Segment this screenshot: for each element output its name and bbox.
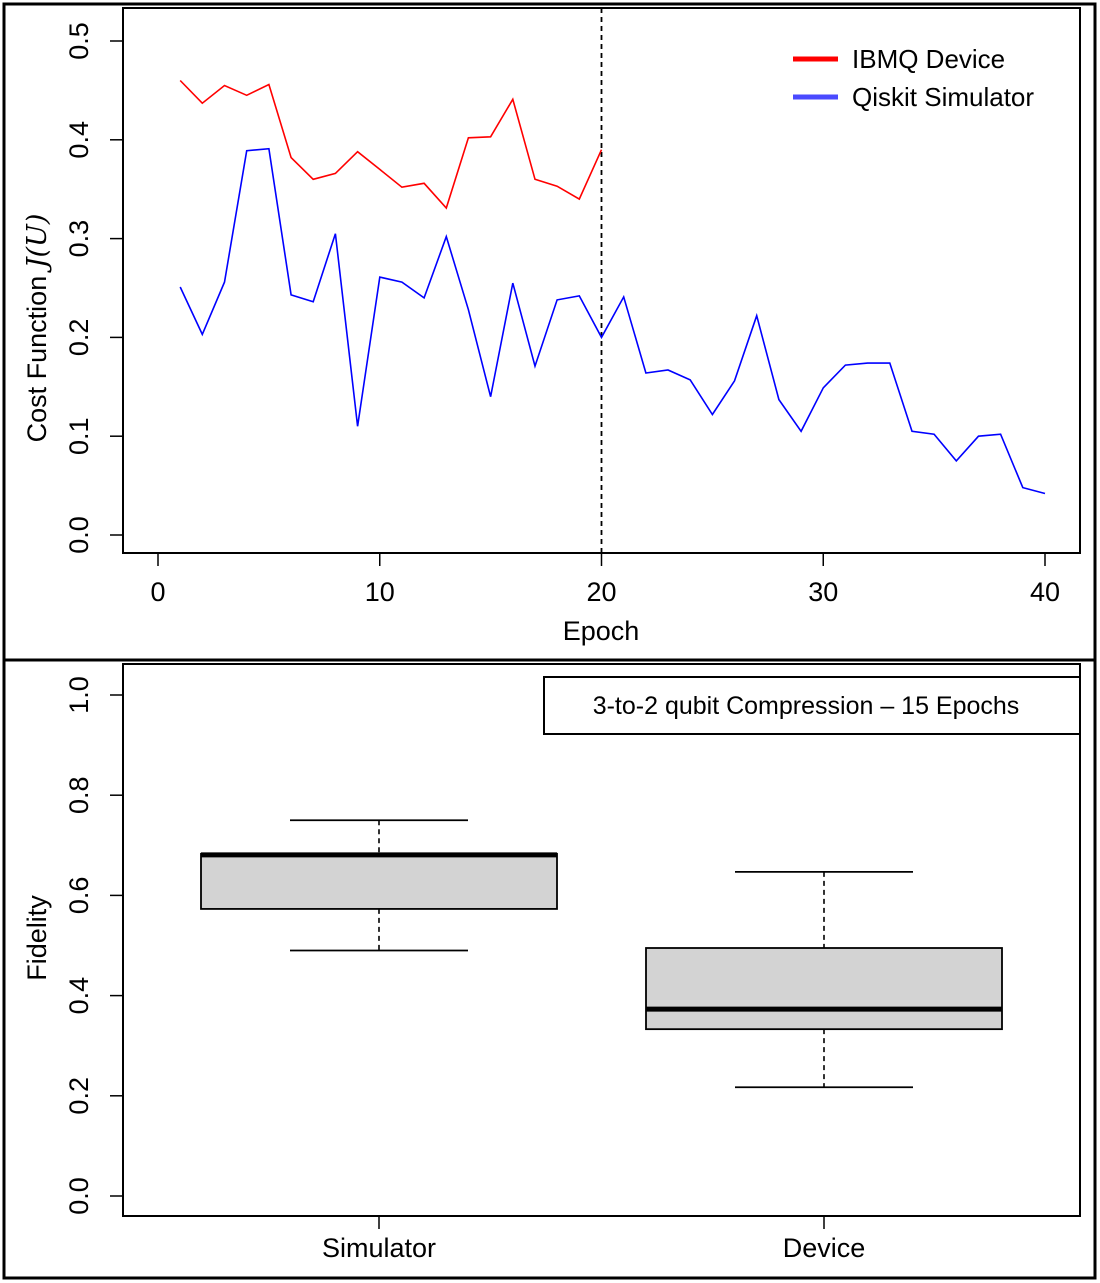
box-y-tick-label: 0.0 [64,1177,94,1215]
box-iqr [645,947,1003,1031]
line-y-tick-label: 0.4 [64,121,94,159]
box-y-axis-title: Fidelity [22,895,52,981]
box-simulator [200,819,558,952]
line-x-tick-label: 40 [1030,577,1060,607]
line-y-axis-title-prefix: Cost Function [22,268,52,442]
box-x-tick-label: Simulator [322,1233,436,1263]
line-chart: 0 10 20 30 40 0.0 0.1 0.2 0.3 0.4 0.5 Epoch Cost F… [22,7,1081,646]
line-y-tick-label: 0.0 [64,516,94,554]
box-x-tick-label: Device [783,1233,866,1263]
box-iqr [200,852,558,910]
line-y-tick-label: 0.2 [64,319,94,357]
box-y-tick-label: 0.6 [64,877,94,915]
box-chart: 0.0 0.2 0.4 0.6 0.8 1.0 Simulator Device Fideli… [22,663,1081,1263]
line-series-ibmq [179,79,603,210]
legend-label-ibmq: IBMQ Device [852,44,1005,74]
box-plot-area [122,663,1081,1217]
line-x-tick-label: 20 [586,577,616,607]
line-x-axis-title: Epoch [563,616,640,646]
line-y-tick-label: 0.1 [64,417,94,455]
box-chart-boxes [200,819,1003,1089]
box-y-tick-label: 1.0 [64,676,94,714]
line-x-tick-label: 0 [150,577,165,607]
line-y-tick-label: 0.5 [64,22,94,60]
line-y-axis-title: Cost Function J(U) [22,214,53,443]
line-y-tick-label: 0.3 [64,220,94,258]
line-y-axis-title-math: J(U) [22,214,53,274]
line-chart-series [179,79,1046,495]
box-y-tick-label: 0.4 [64,977,94,1015]
line-x-tick-label: 10 [365,577,395,607]
box-annotation: 3-to-2 qubit Compression – 15 Epochs [543,676,1081,735]
bottom-panel-frame [2,658,1097,1280]
box-annotation-text: 3-to-2 qubit Compression – 15 Epochs [593,692,1020,720]
line-legend: IBMQ Device Qiskit Simulator [793,44,1034,112]
line-series-qiskit [179,147,1046,495]
box-y-tick-label: 0.2 [64,1077,94,1115]
box-annotation-frame [543,676,1081,735]
box-device [645,870,1003,1089]
line-x-tick-label: 30 [808,577,838,607]
box-y-tick-label: 0.8 [64,776,94,814]
box-chart-axes: 0.0 0.2 0.4 0.6 0.8 1.0 Simulator Device [64,676,865,1263]
legend-label-qiskit: Qiskit Simulator [852,82,1034,112]
